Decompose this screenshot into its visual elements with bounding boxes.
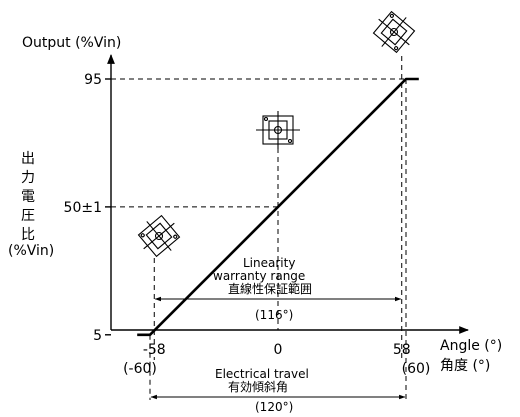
sensor-symbol-right-icon: [372, 10, 416, 54]
y-tick-labels: 5 50±1 95: [64, 72, 111, 344]
x-axis-title-jp: 角度 (°): [440, 358, 490, 374]
y-axis-title-jp-char: 電: [21, 189, 35, 205]
electrical-label-en: Electrical travel: [215, 367, 309, 381]
y-tick-label: 50±1: [64, 200, 102, 216]
sensor-symbol-left-icon: [137, 214, 181, 258]
x-axis-title: Angle (°): [440, 338, 502, 354]
x-tick-labels: -58 0 58 (-60) (60): [123, 342, 430, 377]
x-tick-label-secondary: (60): [402, 361, 431, 377]
linearity-label-jp: 直線性保証範囲: [228, 281, 312, 296]
linearity-value: (116°): [255, 308, 293, 322]
x-tick-label: -58: [143, 342, 166, 358]
series-line: [137, 77, 419, 337]
guide-lines: [111, 56, 407, 400]
y-axis-title-jp-char: 力: [21, 170, 35, 186]
y-axis-title: Output (%Vin): [22, 35, 121, 51]
electrical-label-jp: 有効傾斜角: [228, 379, 288, 394]
x-tick-label-secondary: (-60): [123, 361, 157, 377]
x-tick-label: 0: [274, 342, 283, 358]
y-tick-label: 5: [93, 328, 102, 344]
x-tick-label: 58: [393, 342, 411, 358]
dimension-lines: [150, 296, 406, 400]
linearity-label-en-1: Linearity: [243, 256, 295, 270]
electrical-value: (120°): [255, 400, 293, 414]
y-axis-title-jp-char: 圧: [21, 208, 35, 224]
y-tick-label: 95: [84, 72, 102, 88]
sensor-symbol-center-icon: [256, 111, 300, 149]
y-axis-unit: (%Vin): [8, 243, 54, 259]
y-axis-title-jp-char: 比: [21, 227, 35, 243]
linearity-label-en-2: warranty range: [213, 269, 305, 283]
y-axis-title-jp-char: 出: [21, 151, 35, 167]
